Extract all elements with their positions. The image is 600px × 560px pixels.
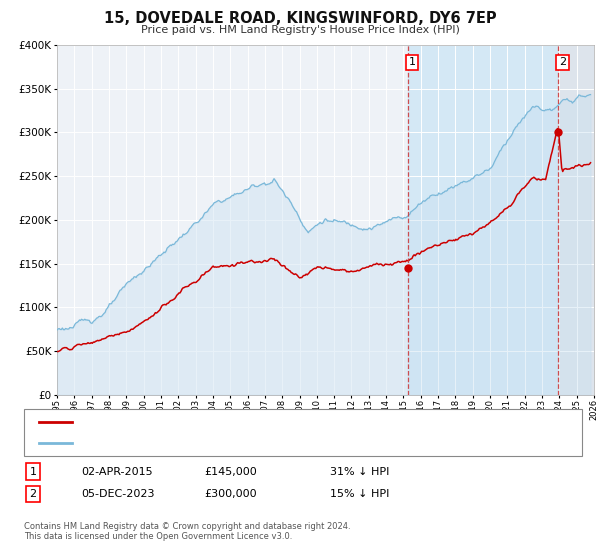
Text: HPI: Average price, detached house, Dudley: HPI: Average price, detached house, Dudl… bbox=[81, 438, 311, 448]
Text: 1: 1 bbox=[29, 466, 37, 477]
Text: Contains HM Land Registry data © Crown copyright and database right 2024.: Contains HM Land Registry data © Crown c… bbox=[24, 522, 350, 531]
Text: £145,000: £145,000 bbox=[204, 466, 257, 477]
Text: Price paid vs. HM Land Registry's House Price Index (HPI): Price paid vs. HM Land Registry's House … bbox=[140, 25, 460, 35]
Text: 05-DEC-2023: 05-DEC-2023 bbox=[81, 489, 155, 499]
Text: This data is licensed under the Open Government Licence v3.0.: This data is licensed under the Open Gov… bbox=[24, 532, 292, 541]
Text: 15% ↓ HPI: 15% ↓ HPI bbox=[330, 489, 389, 499]
Text: 2: 2 bbox=[29, 489, 37, 499]
Text: 15, DOVEDALE ROAD, KINGSWINFORD, DY6 7EP: 15, DOVEDALE ROAD, KINGSWINFORD, DY6 7EP bbox=[104, 11, 496, 26]
Text: 15, DOVEDALE ROAD, KINGSWINFORD, DY6 7EP (detached house): 15, DOVEDALE ROAD, KINGSWINFORD, DY6 7EP… bbox=[81, 417, 425, 427]
Text: 1: 1 bbox=[409, 57, 416, 67]
Text: £300,000: £300,000 bbox=[204, 489, 257, 499]
Text: 02-APR-2015: 02-APR-2015 bbox=[81, 466, 152, 477]
Text: 2: 2 bbox=[559, 57, 566, 67]
Text: 31% ↓ HPI: 31% ↓ HPI bbox=[330, 466, 389, 477]
Bar bbox=[408, 45, 558, 395]
Bar bbox=[558, 45, 600, 395]
